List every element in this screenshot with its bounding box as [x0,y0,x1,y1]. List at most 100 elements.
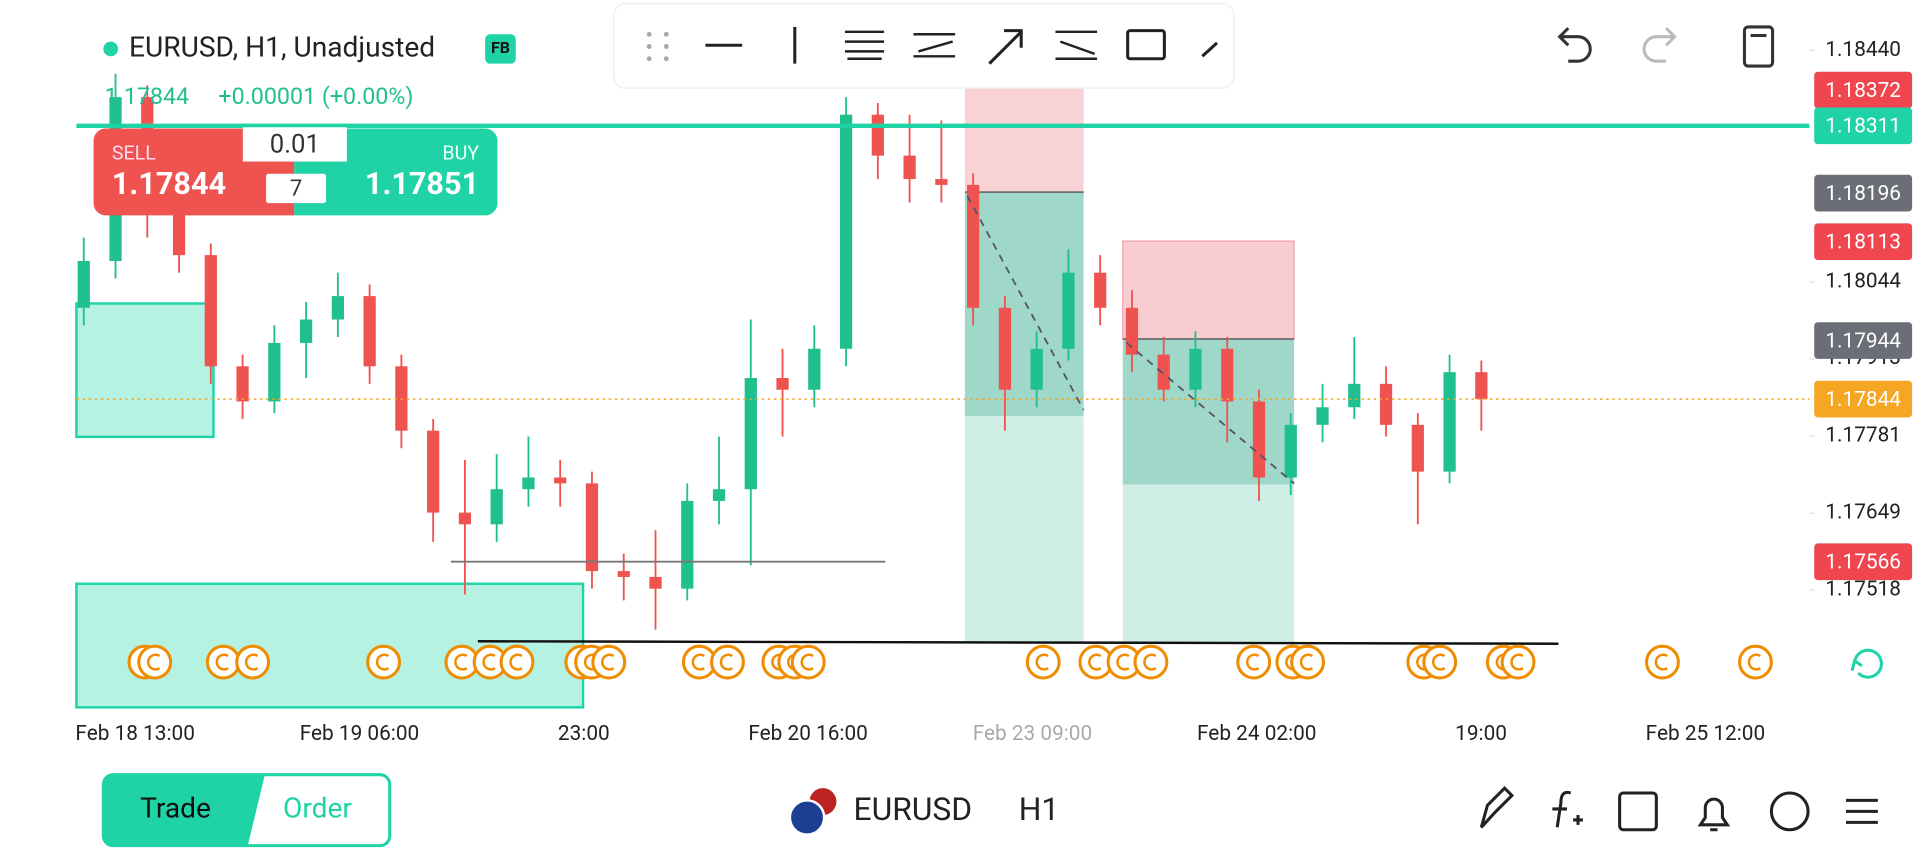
event-icon [1290,644,1325,680]
redo[interactable] [1642,27,1677,63]
drawings [450,195,1559,645]
trade-tab-label: Trade [140,792,211,825]
candle-body [1411,424,1424,472]
event-glyph [509,653,523,671]
levels [76,123,1810,400]
x-tick-label: Feb 19 06:00 [300,722,419,746]
candle-body [363,296,376,367]
price-axis: 1.184401.180441.179131.177811.176491.175… [1809,38,1913,601]
candle-body [1379,383,1393,425]
replay-icon[interactable] [1769,791,1810,832]
candle-body [744,378,757,490]
event-glyph [583,653,598,671]
reset-chart[interactable] [1850,648,1883,679]
price-badge-label: 1.18113 [1825,230,1901,254]
event-glyph [800,653,814,671]
event-icon [710,644,745,680]
candle-body [554,477,567,484]
symbol-title: EURUSD, H1, Unadjusted [129,30,435,63]
symbol[interactable]: EURUSD [854,790,973,828]
event-glyph [1035,653,1049,671]
spread-box [266,173,327,204]
event-icon [235,644,271,680]
candle-body [522,477,535,490]
trend-line-tool[interactable] [1201,41,1219,58]
trade-tab[interactable] [103,774,265,846]
x-tick-label: Feb 18 13:00 [75,722,194,746]
candle-body [712,489,726,501]
price-badge-label: 1.17566 [1825,550,1901,574]
event-icon [137,644,173,680]
candle-body [458,512,472,525]
channel-tool[interactable] [913,33,956,58]
x-tick-label: Feb 24 02:00 [1197,722,1316,746]
event-glyph [454,653,468,671]
price-badge [1814,107,1913,145]
event-glyph [1510,653,1524,671]
candle-body [1030,348,1043,390]
alert-icon[interactable] [1697,797,1731,832]
rectangle-tool[interactable] [1126,29,1166,61]
event-glyph [719,653,734,671]
candle-body [490,489,503,525]
event-glyph [1654,653,1669,671]
price-badge-label: 1.17844 [1825,388,1901,412]
draw-icon[interactable] [1479,785,1515,829]
drawing-toolbar [613,3,1235,89]
event-glyph [1088,653,1102,671]
lot-input[interactable] [242,127,347,162]
fib-tool[interactable] [844,30,885,60]
candle-body [1252,401,1266,478]
event-icon [1133,644,1169,680]
x-tick-label: Feb 23 09:00 [973,722,1092,746]
price-badge [1814,223,1913,261]
event-icon [1025,644,1061,680]
candle-body [649,576,662,589]
time-axis: Feb 18 13:00 Feb 19 06:00 23:00 Feb 20 16:0… [75,712,1810,757]
candle-body [1125,307,1139,355]
candle-body [998,307,1012,390]
event-glyph [1116,653,1130,671]
order-tab-label[interactable]: Order [283,792,352,825]
event-glyph [215,653,229,671]
price-badge [1814,543,1913,581]
undo[interactable] [1557,27,1592,63]
candle-body [808,348,821,390]
device[interactable] [1742,25,1775,68]
x-tick-label: 19:00 [1455,722,1507,746]
price-badge-label: 1.17944 [1825,329,1901,353]
price-change: +0.00001 (+0.00%) [218,82,413,110]
candle-body [1189,348,1202,390]
event-glyph [375,653,390,671]
buy-label: BUY [442,141,479,164]
candle-body [1221,348,1234,402]
x-tick-label: Feb 25 12:00 [1646,722,1765,746]
candle-body [617,571,630,577]
candle-body [1475,372,1488,400]
y-tick-label: 1.18044 [1825,270,1901,294]
candle-body [1157,354,1170,390]
menu-icon[interactable] [1846,798,1878,824]
badge-bg [485,34,516,64]
arrow-tool[interactable] [988,29,1023,65]
event-icons [127,644,1773,680]
sell-label: SELL [112,141,156,164]
candle-body [204,255,217,367]
candle-body [1062,272,1075,349]
indicator-icon[interactable] [1552,790,1583,828]
timeframe[interactable]: H1 [1019,790,1060,828]
x-tick-label: 23:00 [558,722,610,746]
candle-body [1094,272,1107,308]
bottom-bar: Trade Order EURUSD H1 [0,758,1920,864]
template-icon[interactable] [1618,791,1658,832]
status-dot [103,41,119,57]
event-glyph [1747,653,1762,671]
fib-fan-tool[interactable] [1055,30,1098,60]
candle-body [935,179,948,185]
event-glyph [147,653,161,671]
last-price: 1.17844 [105,82,190,110]
y-tick-label: 1.17518 [1825,577,1901,601]
x-tick-label: Feb 20 16:00 [748,722,867,746]
trade-panel: SELL 1.17844 BUY 1.17851 0.01 7 [93,127,498,216]
